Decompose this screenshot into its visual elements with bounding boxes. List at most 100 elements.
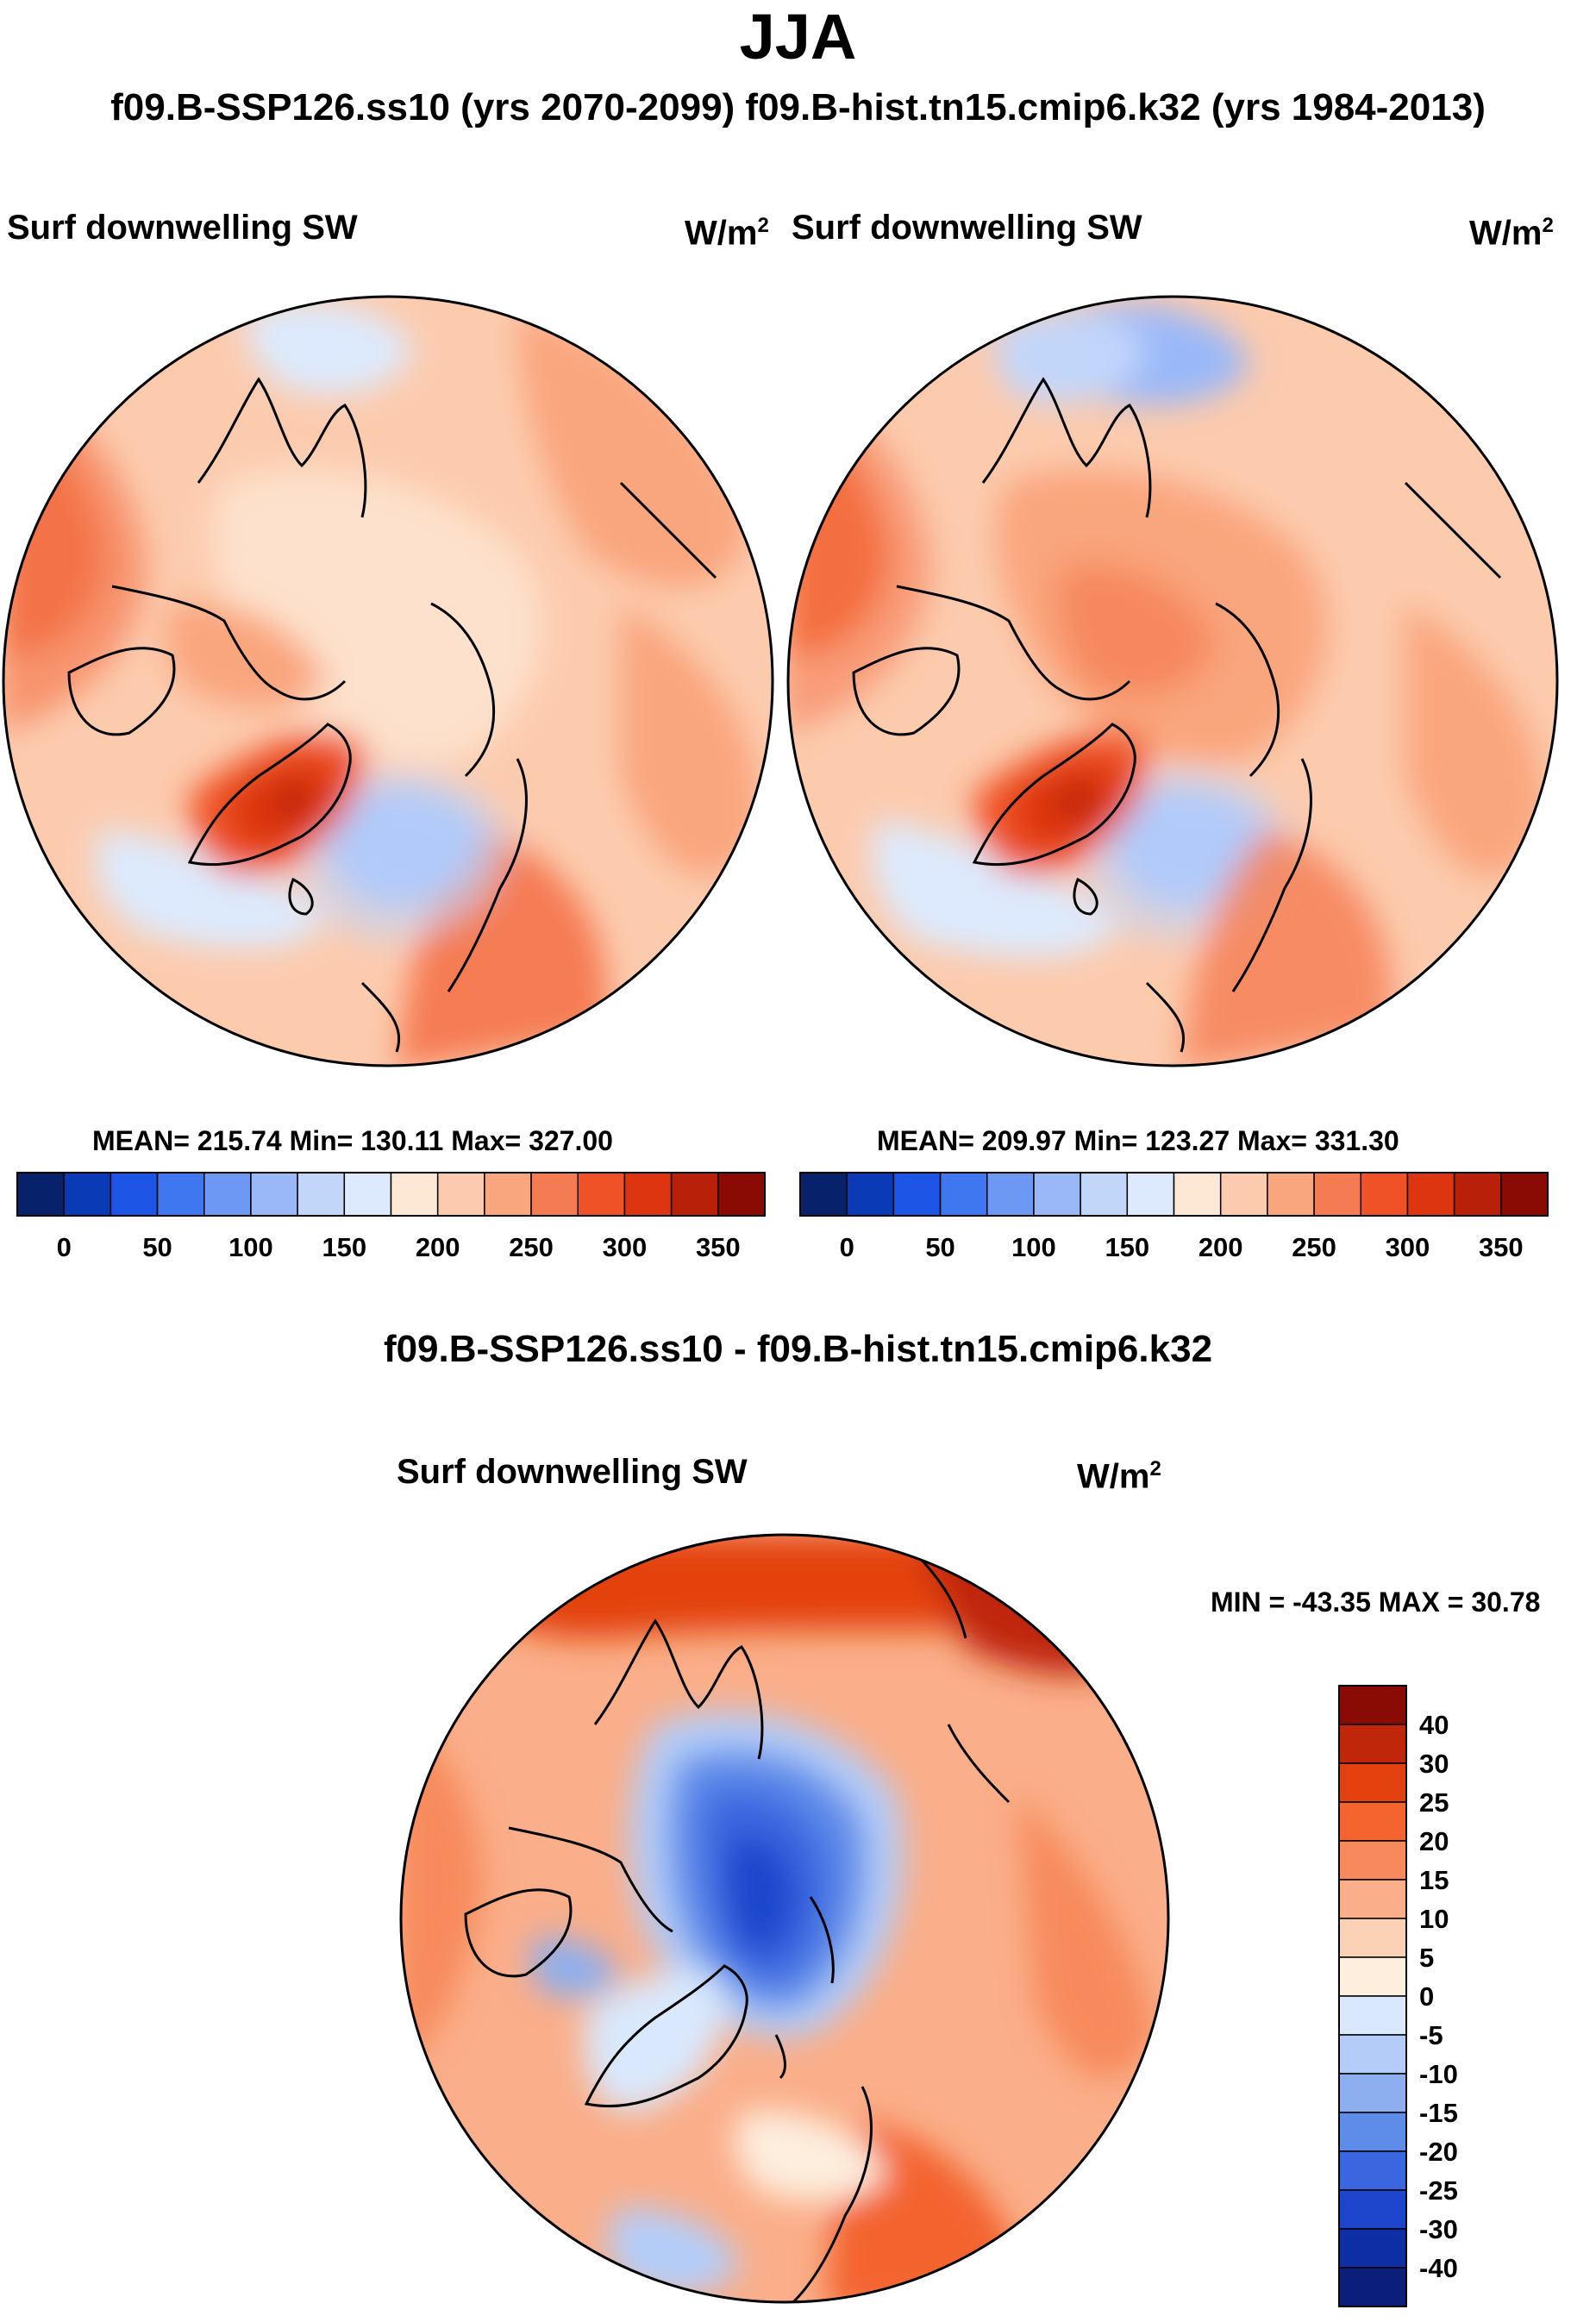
colorbar-1-tick-label: 300	[603, 1232, 648, 1262]
colorbar-diff-tick-label: -25	[1419, 2175, 1458, 2206]
colorbar-diff-swatch	[1338, 2073, 1407, 2113]
colorbar-1: 0 50 100 150 200 250 300 350	[16, 1172, 766, 1262]
colorbar-diff-tick-label: -20	[1419, 2137, 1458, 2167]
colorbar-2-swatch	[1267, 1172, 1315, 1217]
colorbar-diff-swatch	[1338, 1995, 1407, 2036]
diff-stats: MIN = -43.35 MAX = 30.78	[1211, 1587, 1541, 1618]
colorbar-1-tick-label: 50	[142, 1232, 172, 1262]
colorbar-diff-swatch	[1338, 2034, 1407, 2075]
colorbar-diff-swatch	[1338, 1762, 1407, 1803]
colorbar-1-tick-label: 350	[696, 1232, 741, 1262]
colorbar-1-frame	[16, 1172, 766, 1217]
colorbar-1-swatch	[670, 1172, 719, 1217]
panel1-stats: MEAN= 215.74 Min= 130.11 Max= 327.00	[92, 1125, 613, 1156]
colorbar-2-swatch	[1219, 1172, 1268, 1217]
colorbar-2: 0 50 100 150 200 250 300 350	[799, 1172, 1549, 1262]
colorbar-1-swatch	[250, 1172, 298, 1217]
colorbar-2-tick-label: 300	[1386, 1232, 1430, 1262]
colorbar-1-swatch	[110, 1172, 159, 1217]
map3	[399, 1533, 1170, 2304]
colorbar-1-swatch	[16, 1172, 65, 1217]
colorbar-diff-tick-label: -40	[1419, 2253, 1458, 2283]
colorbar-diff: 40 30 25 20 15 10 5 0 -5 -10 -15 -20 -25 -30 -40	[1338, 1685, 1458, 2307]
colorbar-1-swatch	[63, 1172, 112, 1217]
colorbar-diff-tick-label: -30	[1419, 2214, 1458, 2244]
colorbar-2-swatch	[1313, 1172, 1361, 1217]
colorbar-2-swatch	[939, 1172, 988, 1217]
colorbar-diff-tick-label: 20	[1419, 1826, 1449, 1856]
map2-arctic-inner	[1057, 564, 1216, 697]
map2-greenland-core	[1061, 785, 1099, 819]
colorbar-diff-swatch	[1338, 2267, 1407, 2307]
colorbar-diff-swatch	[1338, 1724, 1407, 1764]
colorbar-2-swatch	[892, 1172, 942, 1217]
colorbar-1-tick-label: 100	[228, 1232, 273, 1262]
colorbar-diff-tick-label: 0	[1419, 1981, 1434, 2012]
colorbar-2-tick-label: 350	[1479, 1232, 1524, 1262]
map3-border	[399, 1533, 1170, 2304]
colorbar-1-tick-label: 0	[57, 1232, 72, 1262]
colorbar-diff-swatch	[1338, 2150, 1407, 2191]
colorbar-2-swatch	[1360, 1172, 1409, 1217]
panel2-units: W/m2	[1469, 214, 1554, 253]
map2-south-light	[871, 819, 1121, 958]
map1-greenland-core	[276, 785, 315, 819]
colorbar-1-swatch	[530, 1172, 579, 1217]
colorbar-1-tick-label: 150	[322, 1232, 366, 1262]
diff-units: W/m2	[1077, 1457, 1161, 1496]
colorbar-1-tick-label: 200	[416, 1232, 460, 1262]
colorbar-2-swatch	[1406, 1172, 1455, 1217]
map1	[2, 295, 774, 1067]
panel2-label: Surf downwelling SW	[792, 209, 1142, 247]
colorbar-2-tick-label: 250	[1292, 1232, 1336, 1262]
colorbar-1-swatch	[623, 1172, 673, 1217]
map3-arctic-core	[724, 1835, 798, 1954]
colorbar-diff-tick-label: -15	[1419, 2098, 1458, 2128]
colorbar-1-swatch	[577, 1172, 626, 1217]
map3-south-edge	[734, 2111, 888, 2202]
colorbar-1-swatch	[390, 1172, 439, 1217]
panel1-label: Surf downwelling SW	[7, 209, 358, 247]
map2-southeast	[1181, 828, 1392, 1066]
panel2-stats: MEAN= 209.97 Min= 123.27 Max= 331.30	[877, 1125, 1399, 1156]
map3-east	[1017, 1793, 1155, 2078]
diff-label: Surf downwelling SW	[397, 1453, 748, 1491]
colorbar-diff-tick-label: 5	[1419, 1943, 1434, 1973]
colorbar-1-tick-label: 250	[509, 1232, 554, 1262]
colorbar-diff-swatch	[1338, 1879, 1407, 1919]
subtitle: f09.B-SSP126.ss10 (yrs 2070-2099) f09.B-…	[110, 86, 1486, 128]
colorbar-diff-swatch	[1338, 2228, 1407, 2269]
map3-west	[401, 1724, 483, 2069]
map2-coastlines	[852, 377, 1502, 1053]
panel1-units: W/m2	[685, 214, 769, 253]
colorbar-diff-swatch	[1338, 1840, 1407, 1881]
map2-north-light	[995, 312, 1147, 404]
map1-atlantic-ring	[295, 769, 509, 942]
map3-greenland-light	[584, 1970, 726, 2112]
colorbar-2-tick-label: 200	[1199, 1232, 1243, 1262]
colorbar-2-tick-label: 100	[1011, 1232, 1056, 1262]
colorbar-diff-swatch	[1338, 2189, 1407, 2230]
colorbar-1-swatch	[343, 1172, 392, 1217]
diff-title: f09.B-SSP126.ss10 - f09.B-hist.tn15.cmip…	[383, 1328, 1213, 1370]
colorbar-1-swatch	[203, 1172, 252, 1217]
colorbar-diff-swatch	[1338, 1801, 1407, 1842]
colorbar-2-swatch	[1126, 1172, 1175, 1217]
map2-border	[786, 295, 1559, 1067]
map3-south-light	[608, 2207, 742, 2295]
colorbar-1-swatch	[297, 1172, 346, 1217]
colorbar-2-tick-label: 150	[1105, 1232, 1149, 1262]
map2	[786, 295, 1559, 1067]
map1-east	[621, 604, 760, 877]
colorbar-2-tick-label: 50	[925, 1232, 954, 1262]
map2-east	[1405, 604, 1544, 877]
colorbar-diff-swatch	[1338, 1956, 1407, 1997]
colorbar-diff-swatch	[1338, 2112, 1407, 2152]
colorbar-2-tick-label: 0	[840, 1232, 854, 1262]
map1-coastlines	[67, 377, 717, 1053]
colorbar-1-swatch	[156, 1172, 205, 1217]
main-title: JJA	[739, 1, 857, 72]
colorbar-diff-tick-label: -5	[1419, 2020, 1443, 2050]
colorbar-2-swatch	[799, 1172, 848, 1217]
